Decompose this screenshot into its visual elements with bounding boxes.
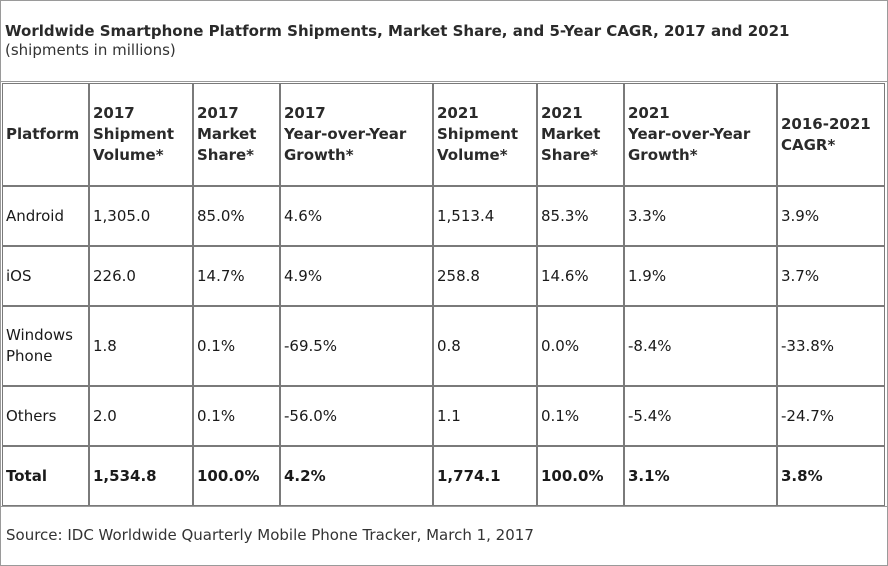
cell-growth-2017: -69.5%	[280, 306, 433, 386]
header-line: Year-over-Year	[284, 125, 407, 143]
source-note: Source: IDC Worldwide Quarterly Mobile P…	[6, 526, 534, 544]
table-row: Android 1,305.0 85.0% 4.6% 1,513.4 85.3%…	[2, 186, 885, 246]
cell-cagr: -24.7%	[777, 386, 885, 446]
header-ship-2017: 2017 Shipment Volume*	[89, 83, 193, 186]
cell-ship-2021: 0.8	[433, 306, 537, 386]
cell-growth-2021: 1.9%	[624, 246, 777, 306]
header-line: Share*	[541, 146, 599, 164]
shipments-table: Platform 2017 Shipment Volume* 2017 Mark…	[2, 83, 885, 506]
cell-platform: Total	[2, 446, 89, 506]
cell-share-2021: 85.3%	[537, 186, 624, 246]
title-block: Worldwide Smartphone Platform Shipments,…	[5, 22, 789, 60]
header-line: 2021	[541, 104, 583, 122]
cell-growth-2021: -8.4%	[624, 306, 777, 386]
cell-share-2017: 0.1%	[193, 386, 280, 446]
cell-share-2017: 100.0%	[193, 446, 280, 506]
cell-share-2021: 100.0%	[537, 446, 624, 506]
cell-share-2021: 14.6%	[537, 246, 624, 306]
cell-ship-2017: 1,305.0	[89, 186, 193, 246]
header-line: Growth*	[284, 146, 354, 164]
table-row: Windows Phone 1.8 0.1% -69.5% 0.8 0.0% -…	[2, 306, 885, 386]
cell-platform: iOS	[2, 246, 89, 306]
cell-growth-2017: -56.0%	[280, 386, 433, 446]
header-line: Volume*	[437, 146, 508, 164]
cell-cagr: 3.7%	[777, 246, 885, 306]
cell-ship-2021: 1,774.1	[433, 446, 537, 506]
cell-ship-2021: 1.1	[433, 386, 537, 446]
header-share-2021: 2021 Market Share*	[537, 83, 624, 186]
cell-ship-2021: 258.8	[433, 246, 537, 306]
cell-growth-2021: 3.1%	[624, 446, 777, 506]
header-line: Market	[197, 125, 257, 143]
header-ship-2021: 2021 Shipment Volume*	[433, 83, 537, 186]
cell-ship-2017: 2.0	[89, 386, 193, 446]
cell-share-2017: 0.1%	[193, 306, 280, 386]
cell-ship-2017: 1,534.8	[89, 446, 193, 506]
cell-platform: Windows Phone	[2, 306, 89, 386]
header-line: Shipment	[437, 125, 519, 143]
cell-share-2017: 14.7%	[193, 246, 280, 306]
cell-growth-2017: 4.6%	[280, 186, 433, 246]
cell-share-2021: 0.0%	[537, 306, 624, 386]
header-line: Volume*	[93, 146, 164, 164]
divider-bottom	[0, 506, 888, 507]
cell-growth-2021: -5.4%	[624, 386, 777, 446]
header-line: Share*	[197, 146, 255, 164]
cell-cagr: 3.8%	[777, 446, 885, 506]
header-line: 2021	[628, 104, 670, 122]
cell-share-2021: 0.1%	[537, 386, 624, 446]
cell-platform: Others	[2, 386, 89, 446]
header-line: 2017	[197, 104, 239, 122]
header-line: Growth*	[628, 146, 698, 164]
header-line: Shipment	[93, 125, 175, 143]
header-growth-2021: 2021 Year-over-Year Growth*	[624, 83, 777, 186]
header-line: CAGR*	[781, 135, 836, 154]
cell-growth-2017: 4.9%	[280, 246, 433, 306]
cell-ship-2017: 1.8	[89, 306, 193, 386]
cell-ship-2021: 1,513.4	[433, 186, 537, 246]
cell-growth-2017: 4.2%	[280, 446, 433, 506]
cell-cagr: -33.8%	[777, 306, 885, 386]
cell-share-2017: 85.0%	[193, 186, 280, 246]
cell-growth-2021: 3.3%	[624, 186, 777, 246]
header-cagr: 2016-2021 CAGR*	[777, 83, 885, 186]
header-share-2017: 2017 Market Share*	[193, 83, 280, 186]
header-line: Market	[541, 125, 601, 143]
cell-ship-2017: 226.0	[89, 246, 193, 306]
header-platform: Platform	[2, 83, 89, 186]
header-line: 2021	[437, 104, 479, 122]
header-line: 2017	[93, 104, 135, 122]
header-row: Platform 2017 Shipment Volume* 2017 Mark…	[2, 83, 885, 186]
header-line: 2016-2021	[781, 114, 871, 133]
table-row: iOS 226.0 14.7% 4.9% 258.8 14.6% 1.9% 3.…	[2, 246, 885, 306]
total-row: Total 1,534.8 100.0% 4.2% 1,774.1 100.0%…	[2, 446, 885, 506]
cell-platform: Android	[2, 186, 89, 246]
divider-top	[0, 81, 888, 82]
page-title: Worldwide Smartphone Platform Shipments,…	[5, 22, 790, 40]
page-subtitle: (shipments in millions)	[5, 41, 176, 59]
cell-cagr: 3.9%	[777, 186, 885, 246]
header-line: 2017	[284, 104, 326, 122]
table-row: Others 2.0 0.1% -56.0% 1.1 0.1% -5.4% -2…	[2, 386, 885, 446]
header-line: Year-over-Year	[628, 125, 751, 143]
header-growth-2017: 2017 Year-over-Year Growth*	[280, 83, 433, 186]
